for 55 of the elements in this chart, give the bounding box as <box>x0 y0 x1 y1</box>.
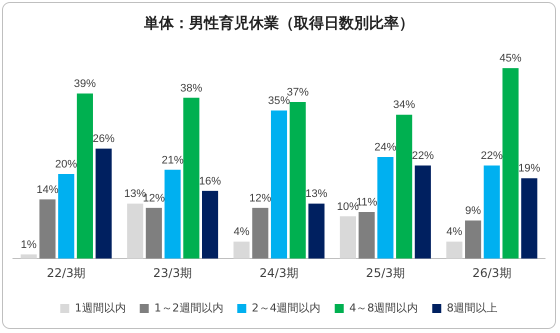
bar <box>377 157 394 259</box>
bar <box>340 216 356 259</box>
bar <box>396 114 412 259</box>
legend-label: 1週間以内 <box>74 301 126 314</box>
bar <box>308 204 325 259</box>
legend-label: 8週間以上 <box>446 301 498 314</box>
data-label: 38% <box>180 82 203 94</box>
bar <box>502 68 519 259</box>
bar <box>270 110 288 259</box>
bar <box>414 165 431 259</box>
bar <box>127 204 144 259</box>
x-tick-label: 26/3期 <box>472 266 512 280</box>
legend-label: 1～2週間以内 <box>154 301 224 314</box>
bar <box>446 242 462 259</box>
data-label: 13% <box>305 188 328 200</box>
data-label: 45% <box>500 52 522 65</box>
data-label: 34% <box>393 99 416 112</box>
bar <box>233 242 250 259</box>
bar <box>521 178 538 259</box>
bar <box>58 174 74 259</box>
bar <box>202 190 218 259</box>
data-label: 39% <box>74 78 96 90</box>
bar <box>290 102 306 259</box>
bar <box>484 165 500 259</box>
data-label: 16% <box>199 175 222 188</box>
legend-label: 2～4週間以内 <box>252 301 321 314</box>
bar <box>465 220 482 259</box>
bar <box>164 170 181 259</box>
bar <box>39 199 56 259</box>
data-label: 22% <box>480 150 504 162</box>
data-label: 20% <box>55 158 78 170</box>
data-label: 9% <box>465 205 482 218</box>
bar <box>183 98 200 259</box>
bar <box>96 148 112 259</box>
data-label: 10% <box>336 200 360 213</box>
x-tick-label: 25/3期 <box>366 266 405 280</box>
x-tick-label: 23/3期 <box>153 266 192 280</box>
x-tick-label: 24/3期 <box>260 266 298 280</box>
data-label: 4% <box>234 226 250 238</box>
legend-label: 4～8週間以内 <box>349 301 418 314</box>
data-label: 12% <box>249 192 272 204</box>
data-label: 19% <box>518 162 540 175</box>
bar <box>358 212 375 259</box>
bar <box>76 94 93 259</box>
x-tick-label: 22/3期 <box>46 266 86 280</box>
bar <box>252 208 268 259</box>
data-label: 13% <box>124 188 146 200</box>
bar <box>146 208 162 259</box>
data-label: 1% <box>20 238 37 251</box>
data-label: 22% <box>412 150 434 162</box>
data-label: 24% <box>374 142 397 154</box>
chart-title: 単体：男性育児休業（取得日数別比率） <box>143 14 414 32</box>
data-label: 26% <box>92 133 115 146</box>
data-label: 4% <box>446 226 463 238</box>
bar <box>20 254 37 259</box>
